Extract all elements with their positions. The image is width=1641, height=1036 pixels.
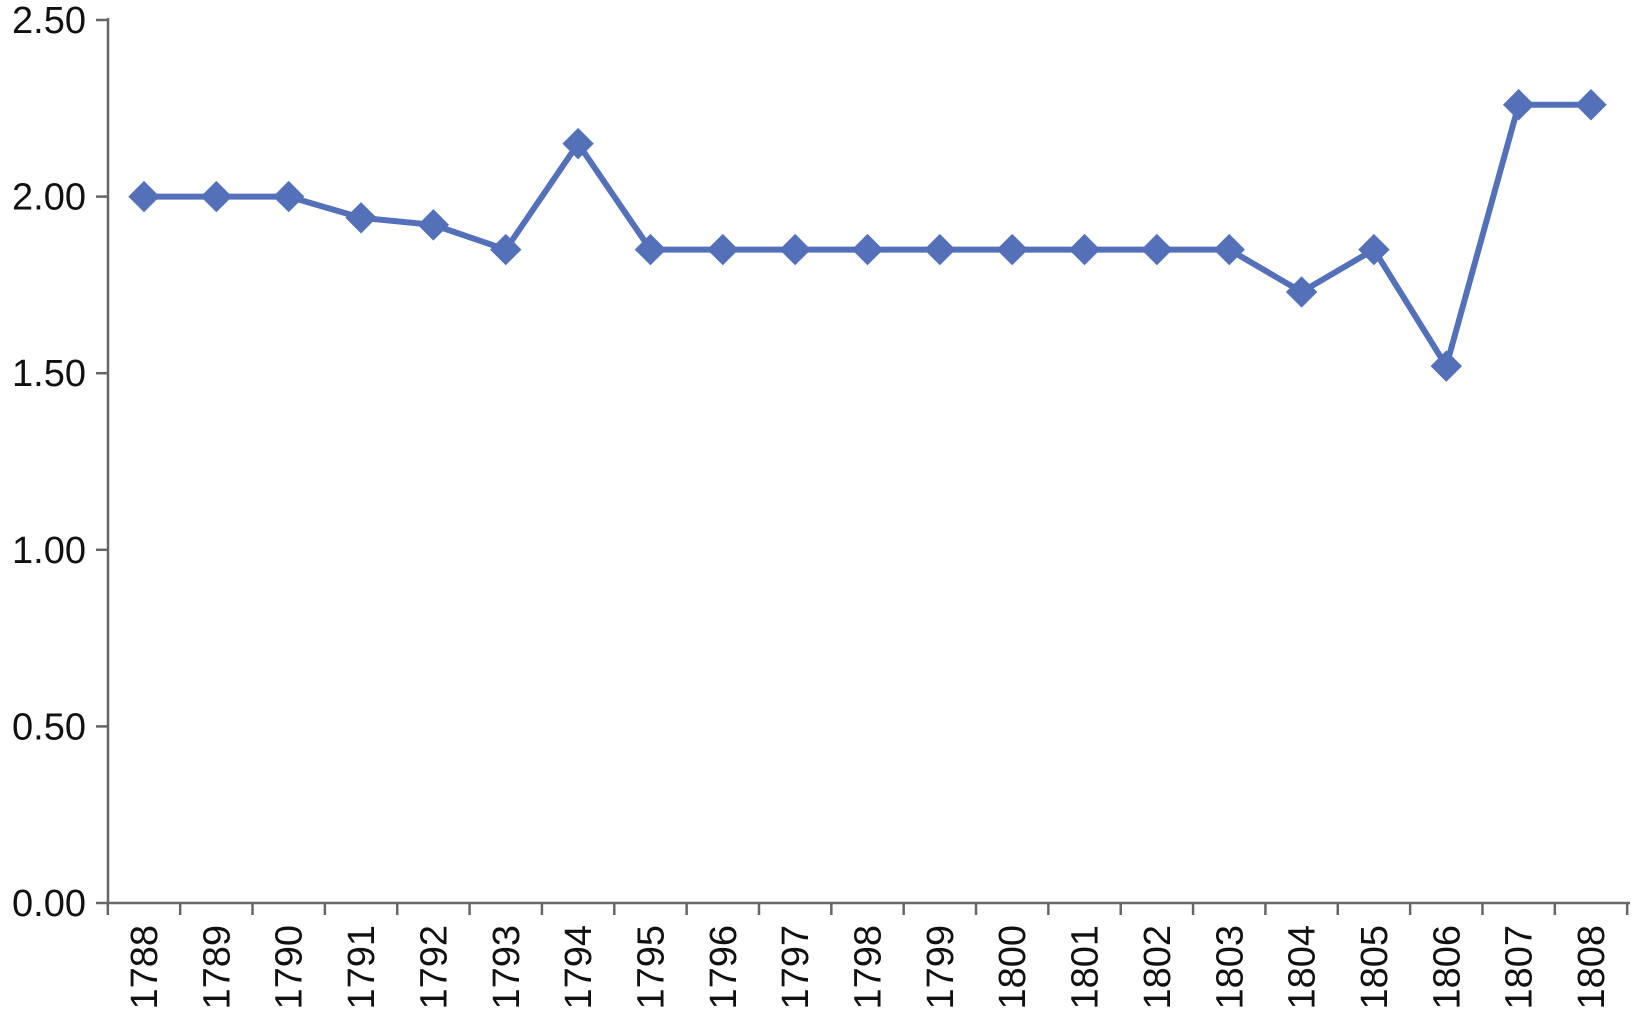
- data-point-marker: [707, 233, 739, 266]
- y-tick-label: 2.00: [12, 177, 86, 219]
- x-tick-label: 1794: [558, 925, 600, 1010]
- data-point-marker: [128, 180, 160, 213]
- x-tick-label: 1793: [486, 925, 528, 1010]
- data-point-marker: [490, 233, 522, 266]
- x-tick-label: 1797: [775, 925, 817, 1010]
- x-tick-label: 1791: [341, 925, 383, 1010]
- y-tick-label: 2.50: [12, 0, 86, 42]
- y-axis: 0.00 0.50 1.00 1.50 2.00 2.50: [12, 0, 110, 925]
- x-tick-label: 1803: [1209, 925, 1251, 1010]
- data-point-marker: [345, 202, 377, 234]
- data-point-marker: [779, 233, 811, 266]
- series-group: [128, 89, 1607, 382]
- x-tick-label: 1796: [703, 925, 745, 1010]
- x-tick-label: 1790: [269, 925, 311, 1010]
- data-point-marker: [562, 127, 594, 160]
- y-tick-label: 0.00: [12, 883, 86, 925]
- data-point-marker: [1285, 276, 1318, 308]
- data-point-marker: [272, 180, 305, 213]
- data-point-marker: [1068, 233, 1101, 266]
- x-tick-label: 1795: [630, 925, 672, 1010]
- x-tick-label: 1801: [1065, 925, 1107, 1010]
- y-tick-label: 1.00: [12, 530, 86, 572]
- x-tick-label: 1805: [1354, 925, 1396, 1010]
- x-tick-label: 1800: [992, 925, 1034, 1010]
- x-tick-label: 1808: [1571, 925, 1613, 1010]
- x-tick-label: 1804: [1282, 925, 1324, 1010]
- data-point-marker: [1502, 89, 1535, 121]
- data-point-marker: [851, 233, 884, 266]
- data-point-marker: [634, 233, 667, 266]
- data-point-marker: [1141, 233, 1173, 266]
- data-point-marker: [924, 233, 956, 266]
- data-point-marker: [1213, 233, 1245, 266]
- x-tick-label: 1806: [1426, 925, 1468, 1010]
- y-tick-label: 1.50: [12, 353, 86, 395]
- x-tick-label: 1792: [413, 925, 455, 1010]
- x-tick-label: 1802: [1137, 925, 1179, 1010]
- x-tick-label: 1799: [920, 925, 962, 1010]
- x-tick-label: 1807: [1499, 925, 1541, 1010]
- data-point-marker: [1575, 89, 1607, 121]
- data-point-marker: [1358, 233, 1390, 266]
- x-tick-label: 1789: [196, 925, 238, 1010]
- data-point-marker: [200, 180, 233, 213]
- y-tick-label: 0.50: [12, 706, 86, 748]
- data-point-marker: [417, 209, 450, 241]
- x-tick-label: 1788: [124, 925, 166, 1010]
- x-tick-label: 1798: [848, 925, 890, 1010]
- x-axis: 1788 1789 1790 1791 1792 1793 1794 1795 1796 1797…: [106, 901, 1630, 1010]
- data-point-marker: [996, 233, 1028, 266]
- data-point-marker: [1430, 350, 1463, 382]
